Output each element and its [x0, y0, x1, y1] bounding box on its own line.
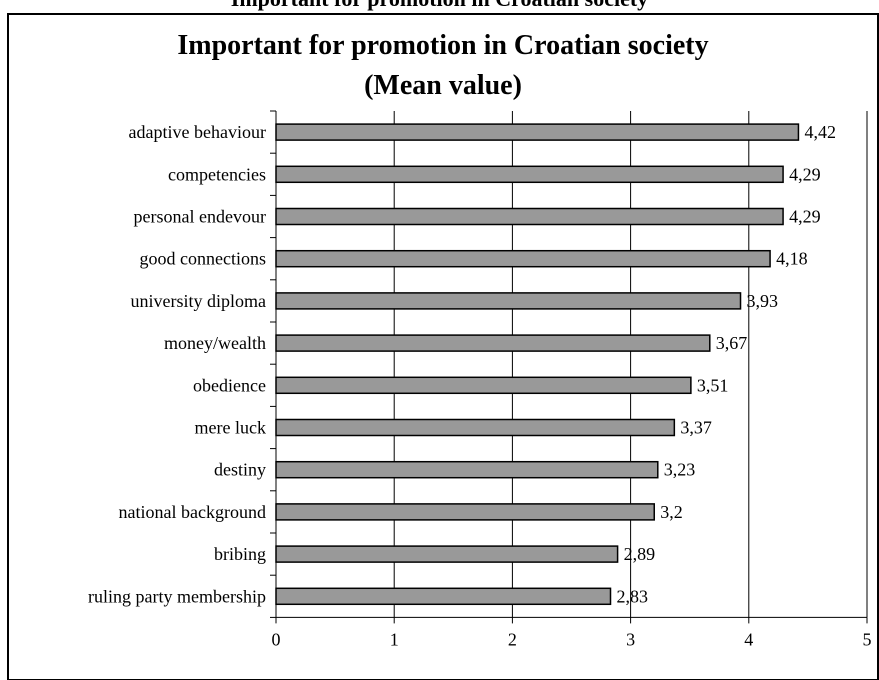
category-label: national background: [119, 502, 266, 522]
data-label: 4,29: [789, 164, 821, 184]
cut-off-heading: Important for promotion in Croatian soci…: [0, 0, 879, 12]
x-tick-label: 2: [508, 629, 517, 649]
bar: [275, 376, 692, 395]
data-label: 4,42: [804, 122, 836, 142]
x-tick-label: 4: [744, 629, 753, 649]
bar: [275, 292, 742, 310]
data-label: 2,89: [624, 544, 656, 564]
data-label: 3,23: [664, 460, 696, 480]
data-label: 2,83: [617, 586, 649, 606]
bar: [275, 545, 619, 563]
category-label: adaptive behaviour: [129, 122, 266, 142]
category-label: obedience: [193, 375, 266, 395]
bar: [275, 123, 800, 141]
x-tick-label: 0: [272, 629, 281, 649]
bar: [275, 334, 711, 352]
bar: [275, 418, 676, 437]
x-tick-label: 5: [863, 629, 872, 649]
bar: [275, 249, 771, 268]
category-label: bribing: [214, 544, 266, 564]
bar: [275, 460, 659, 479]
data-label: 4,29: [789, 207, 821, 227]
data-label: 3,37: [680, 418, 712, 438]
category-label: ruling party membership: [88, 586, 266, 606]
bar: [275, 207, 784, 226]
bar: [275, 503, 655, 521]
x-tick-label: 3: [626, 629, 635, 649]
data-label: 3,51: [697, 375, 729, 395]
chart-title: Important for promotion in Croatian soci…: [177, 30, 709, 101]
category-label: mere luck: [195, 418, 266, 438]
data-label: 3,67: [716, 333, 748, 353]
data-label: 3,93: [747, 291, 779, 311]
data-label: 4,18: [776, 249, 808, 269]
x-tick-label: 1: [390, 629, 399, 649]
bar: [275, 587, 612, 606]
category-label: university diploma: [131, 291, 266, 311]
data-label: 3,2: [660, 502, 683, 522]
bar: [275, 165, 784, 184]
category-label: destiny: [214, 460, 266, 480]
category-label: competencies: [168, 164, 266, 184]
category-label: good connections: [140, 249, 266, 269]
plot-area: 0 1 2 3 4 5 adaptive behaviour 4,42 competencies…: [88, 110, 872, 649]
category-label: money/wealth: [164, 333, 266, 353]
category-label: personal endevour: [134, 207, 266, 227]
